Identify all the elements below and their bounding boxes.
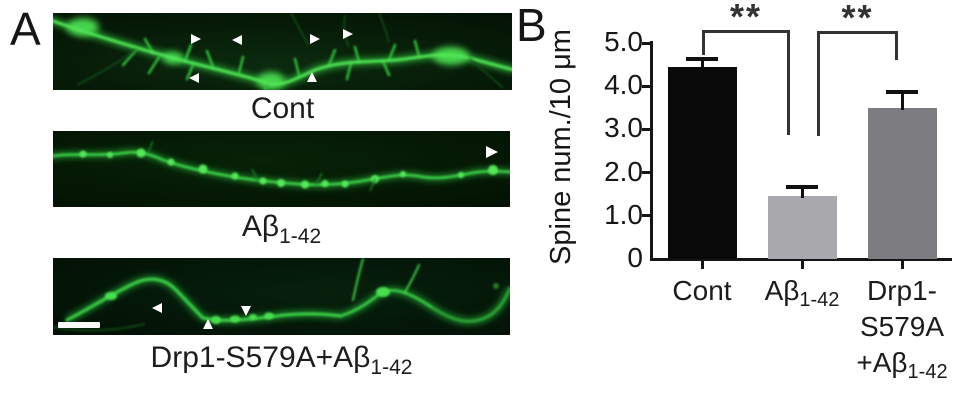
arrowhead-icon bbox=[343, 29, 353, 39]
error-bar-line bbox=[700, 58, 704, 69]
error-bar-cap bbox=[886, 89, 918, 94]
caption-subscript: 1-42 bbox=[370, 356, 413, 379]
y-tick bbox=[642, 84, 650, 88]
panel-a-label: A bbox=[10, 3, 41, 55]
y-tick bbox=[642, 127, 650, 131]
arrowhead-icon bbox=[486, 146, 498, 158]
x-category-subscript: 1-42 bbox=[907, 361, 948, 383]
x-tick bbox=[900, 261, 904, 269]
arrowhead-icon bbox=[310, 34, 320, 44]
dendrite-puncta bbox=[79, 148, 498, 189]
y-tick bbox=[642, 41, 650, 45]
significance-bracket bbox=[787, 30, 790, 135]
arrowhead-icon bbox=[152, 303, 162, 313]
x-category-subscript: 1-42 bbox=[799, 289, 840, 311]
y-tick bbox=[642, 214, 650, 218]
caption-text: Cont bbox=[250, 92, 315, 125]
significance-bracket bbox=[702, 30, 705, 55]
y-tick bbox=[642, 171, 650, 175]
scale-bar bbox=[58, 322, 100, 328]
arrowhead-icon bbox=[241, 306, 251, 316]
x-tick bbox=[800, 261, 804, 269]
caption-text: Drp1-S579A+Aβ bbox=[150, 341, 371, 374]
arrowheads bbox=[189, 29, 353, 83]
x-category-line: Drp1- bbox=[866, 275, 937, 306]
micrograph-cont bbox=[53, 13, 512, 90]
x-category-label: Drp1- S579A +Aβ1-42 bbox=[827, 273, 969, 390]
micrograph-abeta bbox=[53, 131, 510, 207]
micrograph-background bbox=[53, 258, 510, 335]
error-bar-cap bbox=[686, 57, 718, 62]
micrograph-background bbox=[53, 131, 510, 207]
x-category-line: Aβ1-42 bbox=[764, 275, 840, 311]
significance-label: ** bbox=[841, 0, 874, 38]
dendrite-core bbox=[53, 19, 512, 86]
micrograph-drp1 bbox=[53, 258, 510, 335]
y-tick-label: 4.0 bbox=[604, 69, 643, 101]
y-tick-label: 1.0 bbox=[604, 198, 643, 230]
dendrite-blobs bbox=[105, 283, 499, 324]
x-category-label: Aβ1-42 bbox=[727, 273, 877, 318]
y-tick-label: 5.0 bbox=[604, 26, 643, 57]
caption-cont: Cont bbox=[53, 92, 512, 131]
significance-bracket bbox=[817, 31, 898, 34]
caption-abeta: Aβ1-42 bbox=[53, 210, 510, 249]
arrowhead-icon bbox=[307, 72, 317, 82]
y-axis-title: Spine num./10 μm bbox=[545, 29, 577, 265]
x-category-label: Cont bbox=[627, 273, 777, 309]
x-category-line: S579A bbox=[859, 311, 945, 342]
x-category-line: +Aβ1-42 bbox=[856, 347, 948, 383]
caption-drp1: Drp1-S579A+Aβ1-42 bbox=[53, 341, 510, 380]
faint-branches bbox=[76, 13, 504, 89]
significance-bracket bbox=[702, 30, 790, 33]
arrowhead-icon bbox=[191, 34, 201, 44]
faint-branches bbox=[147, 140, 376, 192]
error-bar-line bbox=[800, 185, 804, 199]
error-bar-line bbox=[900, 90, 904, 110]
significance-label: ** bbox=[729, 0, 763, 37]
bar bbox=[667, 66, 737, 259]
caption-subscript: 1-42 bbox=[279, 225, 322, 248]
significance-bracket bbox=[895, 31, 898, 60]
caption-text: Aβ bbox=[241, 210, 280, 243]
bar bbox=[867, 107, 937, 259]
error-bar-cap bbox=[786, 184, 818, 189]
x-axis-line bbox=[650, 258, 952, 261]
dendrite-core bbox=[65, 258, 510, 323]
y-tick-label: 2.0 bbox=[604, 155, 643, 187]
y-tick-label: 3.0 bbox=[604, 112, 643, 144]
y-axis-line bbox=[650, 41, 653, 261]
faint-branch bbox=[53, 322, 146, 332]
panel-b-label: B bbox=[516, 0, 547, 51]
arrowhead-icon bbox=[203, 319, 213, 329]
arrowheads bbox=[152, 303, 251, 329]
arrowhead-icon bbox=[232, 35, 242, 45]
x-tick bbox=[700, 261, 704, 269]
x-category-line: Cont bbox=[672, 275, 732, 306]
bar bbox=[767, 196, 837, 259]
y-tick-label: 0 bbox=[627, 242, 643, 273]
dendrite-spines bbox=[121, 37, 421, 90]
significance-bracket bbox=[817, 31, 820, 136]
arrowhead-icon bbox=[189, 73, 199, 83]
